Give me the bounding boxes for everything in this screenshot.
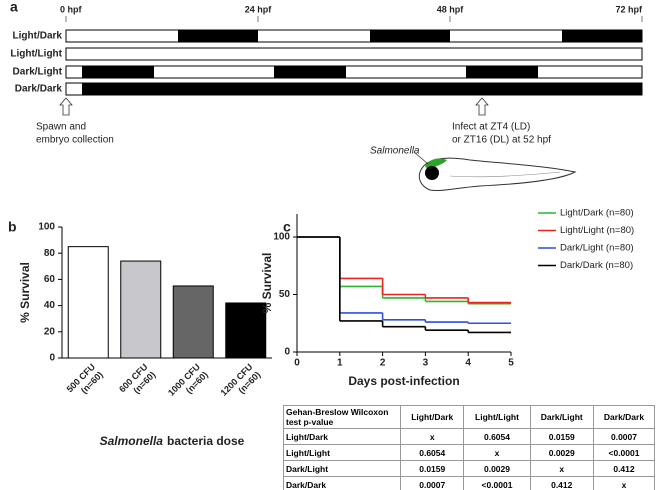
row-label: Dark/Light xyxy=(13,67,63,78)
panel-label: a xyxy=(10,0,18,15)
table-cell: x xyxy=(592,476,656,490)
x-tick-label: 24 hpf xyxy=(245,4,273,14)
x-axis-title-rest: bacteria dose xyxy=(167,434,245,448)
table-cell: 0.6054 xyxy=(463,428,531,445)
y-tick-label: 50 xyxy=(279,289,291,300)
table-row: Light/Dark x 0.6054 0.0159 0.0007 xyxy=(283,428,656,445)
table-cell: 0.0007 xyxy=(592,428,656,445)
bar xyxy=(120,260,162,359)
y-tick-label: 60 xyxy=(44,274,56,285)
row-label: Dark/Dark xyxy=(15,84,63,95)
table-cell: x xyxy=(399,428,465,445)
bar xyxy=(67,246,109,359)
legend-label: Dark/Dark (n=80) xyxy=(560,260,633,271)
table-cell: 0.412 xyxy=(529,476,594,490)
table-cell: <0.0001 xyxy=(463,476,531,490)
dark-period xyxy=(370,30,450,42)
legend-label: Light/Dark (n=80) xyxy=(560,208,634,219)
arrow xyxy=(475,97,489,116)
x-tick-label: 3 xyxy=(423,358,429,369)
arrow xyxy=(59,97,73,116)
x-tick-label: 48 hpf xyxy=(437,4,465,14)
table-cell: 0.0029 xyxy=(463,460,531,477)
dark-period xyxy=(82,83,642,95)
panel-label: b xyxy=(8,219,17,235)
y-axis-title: % Survival xyxy=(260,253,274,314)
fish-eye xyxy=(425,166,439,180)
table-cell: Light/Light xyxy=(463,405,531,429)
light-bar xyxy=(65,47,643,61)
x-axis-title-italic: Salmonella xyxy=(100,434,164,448)
zebrafish-larva: Salmonella xyxy=(370,146,577,191)
annotation: embryo collection xyxy=(36,135,114,146)
table-cell: Dark/Dark xyxy=(283,476,401,490)
fish-label: Salmonella xyxy=(370,146,420,157)
table-cell: x xyxy=(463,444,531,461)
light-bar xyxy=(65,29,643,43)
row-label: Light/Dark xyxy=(13,31,63,42)
x-tick-label: 0 xyxy=(294,358,300,369)
dark-period xyxy=(274,66,346,78)
table-cell: 0.6054 xyxy=(399,444,465,461)
dark-period xyxy=(466,66,538,78)
y-tick-label: 0 xyxy=(284,347,290,358)
table-cell: 0.0159 xyxy=(529,428,594,445)
y-tick-label: 100 xyxy=(38,222,55,233)
annotation: Infect at ZT4 (LD) xyxy=(452,122,530,133)
dark-period xyxy=(178,30,258,42)
x-tick-label: 72 hpf xyxy=(615,4,643,14)
pointer-line xyxy=(413,151,429,165)
table-cell: <0.0001 xyxy=(592,444,656,461)
fish-body xyxy=(418,157,577,191)
table-cell: Gehan-Breslow Wilcoxon test p-value xyxy=(283,405,401,429)
row-label: Light/Light xyxy=(10,49,62,60)
dark-period xyxy=(82,66,154,78)
fish-detail xyxy=(449,171,561,178)
x-tick-label: 1200 CFU(n=60) xyxy=(219,362,263,406)
table-cell: Dark/Dark xyxy=(592,405,656,429)
x-tick-label: 600 CFU(n=60) xyxy=(117,362,157,402)
y-tick-label: 0 xyxy=(49,353,55,364)
x-tick-label: 500 CFU(n=60) xyxy=(65,362,105,402)
dark-period xyxy=(562,30,642,42)
table-cell: x xyxy=(529,460,594,477)
x-axis-title: Salmonella bacteria dose xyxy=(100,434,245,448)
x-tick-label: 2 xyxy=(380,358,386,369)
annotation: or ZT16 (DL) at 52 hpf xyxy=(452,135,551,146)
y-tick-label: 40 xyxy=(44,300,56,311)
y-tick-label: 100 xyxy=(273,232,290,243)
table-cell: Light/Dark xyxy=(399,405,465,429)
y-tick-label: 20 xyxy=(44,326,56,337)
table-row: Dark/Dark 0.0007 <0.0001 0.412 x xyxy=(283,476,656,490)
table-cell: 0.412 xyxy=(592,460,656,477)
panel-label: c xyxy=(283,219,291,235)
annotation: Spawn and xyxy=(36,122,86,133)
table-row: Dark/Light 0.0159 0.0029 x 0.412 xyxy=(283,460,656,477)
table-cell: Dark/Light xyxy=(529,405,594,429)
table-cell: 0.0029 xyxy=(529,444,594,461)
legend-label: Light/Light (n=80) xyxy=(560,225,634,236)
legend-label: Dark/Light (n=80) xyxy=(560,243,634,254)
bar xyxy=(172,285,214,359)
table-row: Gehan-Breslow Wilcoxon test p-value Light… xyxy=(283,405,656,429)
table-cell: Light/Dark xyxy=(283,428,401,445)
x-tick-label: 4 xyxy=(465,358,471,369)
bar xyxy=(225,302,267,359)
x-tick-label: 1 xyxy=(337,358,343,369)
table-cell: Dark/Light xyxy=(283,460,401,477)
x-tick-label: 0 hpf xyxy=(60,4,83,14)
y-tick-label: 80 xyxy=(44,248,56,259)
x-tick-label: 5 xyxy=(508,358,514,369)
table-cell: 0.0007 xyxy=(399,476,465,490)
x-axis-title: Days post-infection xyxy=(348,374,459,388)
table-cell: Light/Light xyxy=(283,444,401,461)
table-cell: 0.0159 xyxy=(399,460,465,477)
y-axis-title: % Survival xyxy=(18,262,32,323)
table-row: Light/Light 0.6054 x 0.0029 <0.0001 xyxy=(283,444,656,461)
stats-table: Gehan-Breslow Wilcoxon test p-value Light… xyxy=(283,405,656,490)
x-tick-label: 1000 CFU(n=60) xyxy=(166,362,210,406)
